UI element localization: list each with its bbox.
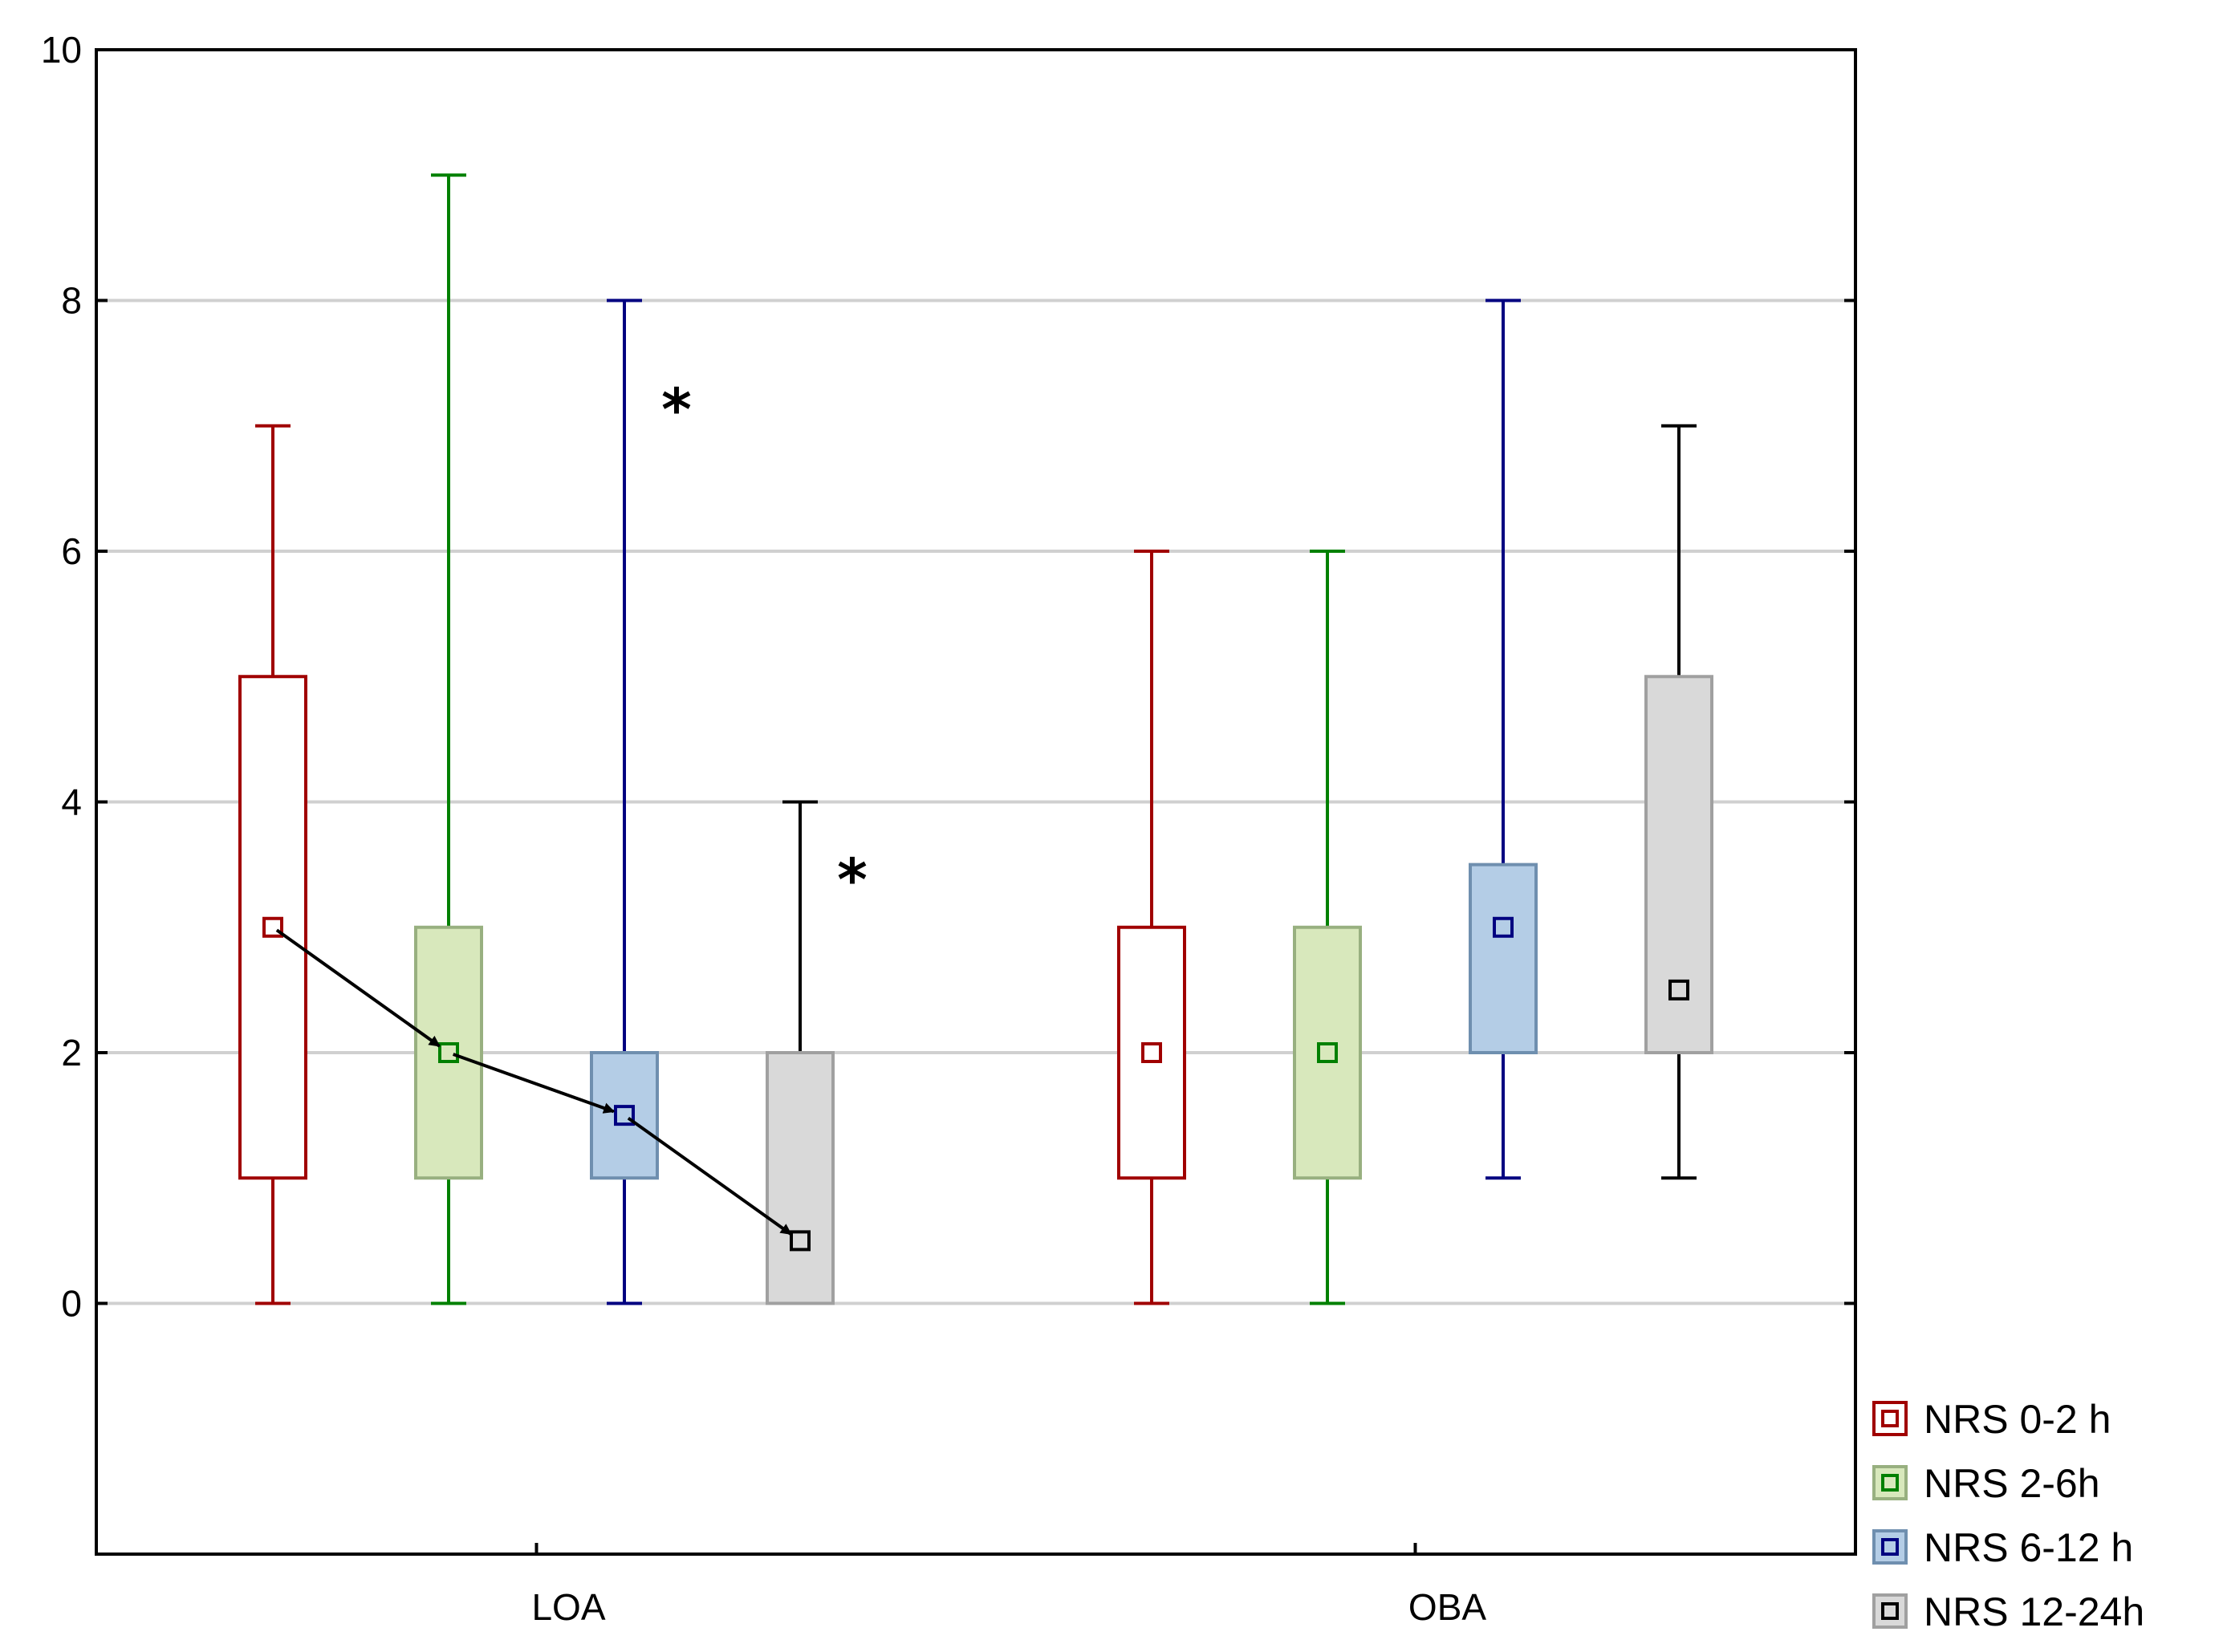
axes: 0 2 4 6 8 10 LOA OBA: [41, 29, 1857, 1628]
legend-swatch: [1872, 1529, 1908, 1565]
trend-arrow: [275, 928, 441, 1048]
significance-star: *: [661, 376, 692, 444]
boxes: [238, 173, 1713, 1305]
legend-label: NRS 12-24h: [1924, 1589, 2144, 1634]
gridlines: [96, 298, 1855, 1305]
box-oba-1: [1293, 925, 1362, 1180]
legend: NRS 0-2 h NRS 2-6h NRS 6-12 h NRS 12-24h: [1872, 1397, 2144, 1634]
box-oba-2: [1469, 863, 1538, 1054]
y-tick-label: 6: [61, 530, 82, 572]
trend-arrow: [452, 1053, 616, 1114]
x-category-label: OBA: [1408, 1586, 1486, 1628]
legend-marker: [1881, 1602, 1899, 1620]
legend-marker: [1881, 1538, 1899, 1556]
legend-marker: [1881, 1474, 1899, 1492]
y-tick-label: 4: [61, 781, 82, 823]
significance-star: *: [837, 846, 868, 913]
y-tick-label: 2: [61, 1032, 82, 1074]
y-tick-label: 10: [41, 29, 82, 71]
legend-marker: [1881, 1410, 1899, 1427]
legend-swatch: [1872, 1593, 1908, 1629]
median-marker: [438, 1042, 459, 1063]
median-marker: [1141, 1042, 1162, 1063]
legend-swatch: [1872, 1401, 1908, 1436]
median-marker: [1668, 979, 1689, 1001]
median-marker: [1493, 916, 1514, 938]
median-marker: [790, 1230, 811, 1252]
legend-label: NRS 2-6h: [1924, 1461, 2100, 1506]
x-category-label: LOA: [531, 1586, 605, 1628]
box-loa-3: [766, 1051, 835, 1305]
y-tick-label: 0: [61, 1283, 82, 1325]
box-loa-0: [238, 675, 307, 1180]
legend-label: NRS 6-12 h: [1924, 1525, 2133, 1570]
trend-arrows: **: [275, 376, 868, 1236]
legend-label: NRS 0-2 h: [1924, 1397, 2111, 1442]
y-tick-label: 8: [61, 280, 82, 322]
trend-arrow: [627, 1116, 792, 1236]
median-marker: [1317, 1042, 1338, 1063]
